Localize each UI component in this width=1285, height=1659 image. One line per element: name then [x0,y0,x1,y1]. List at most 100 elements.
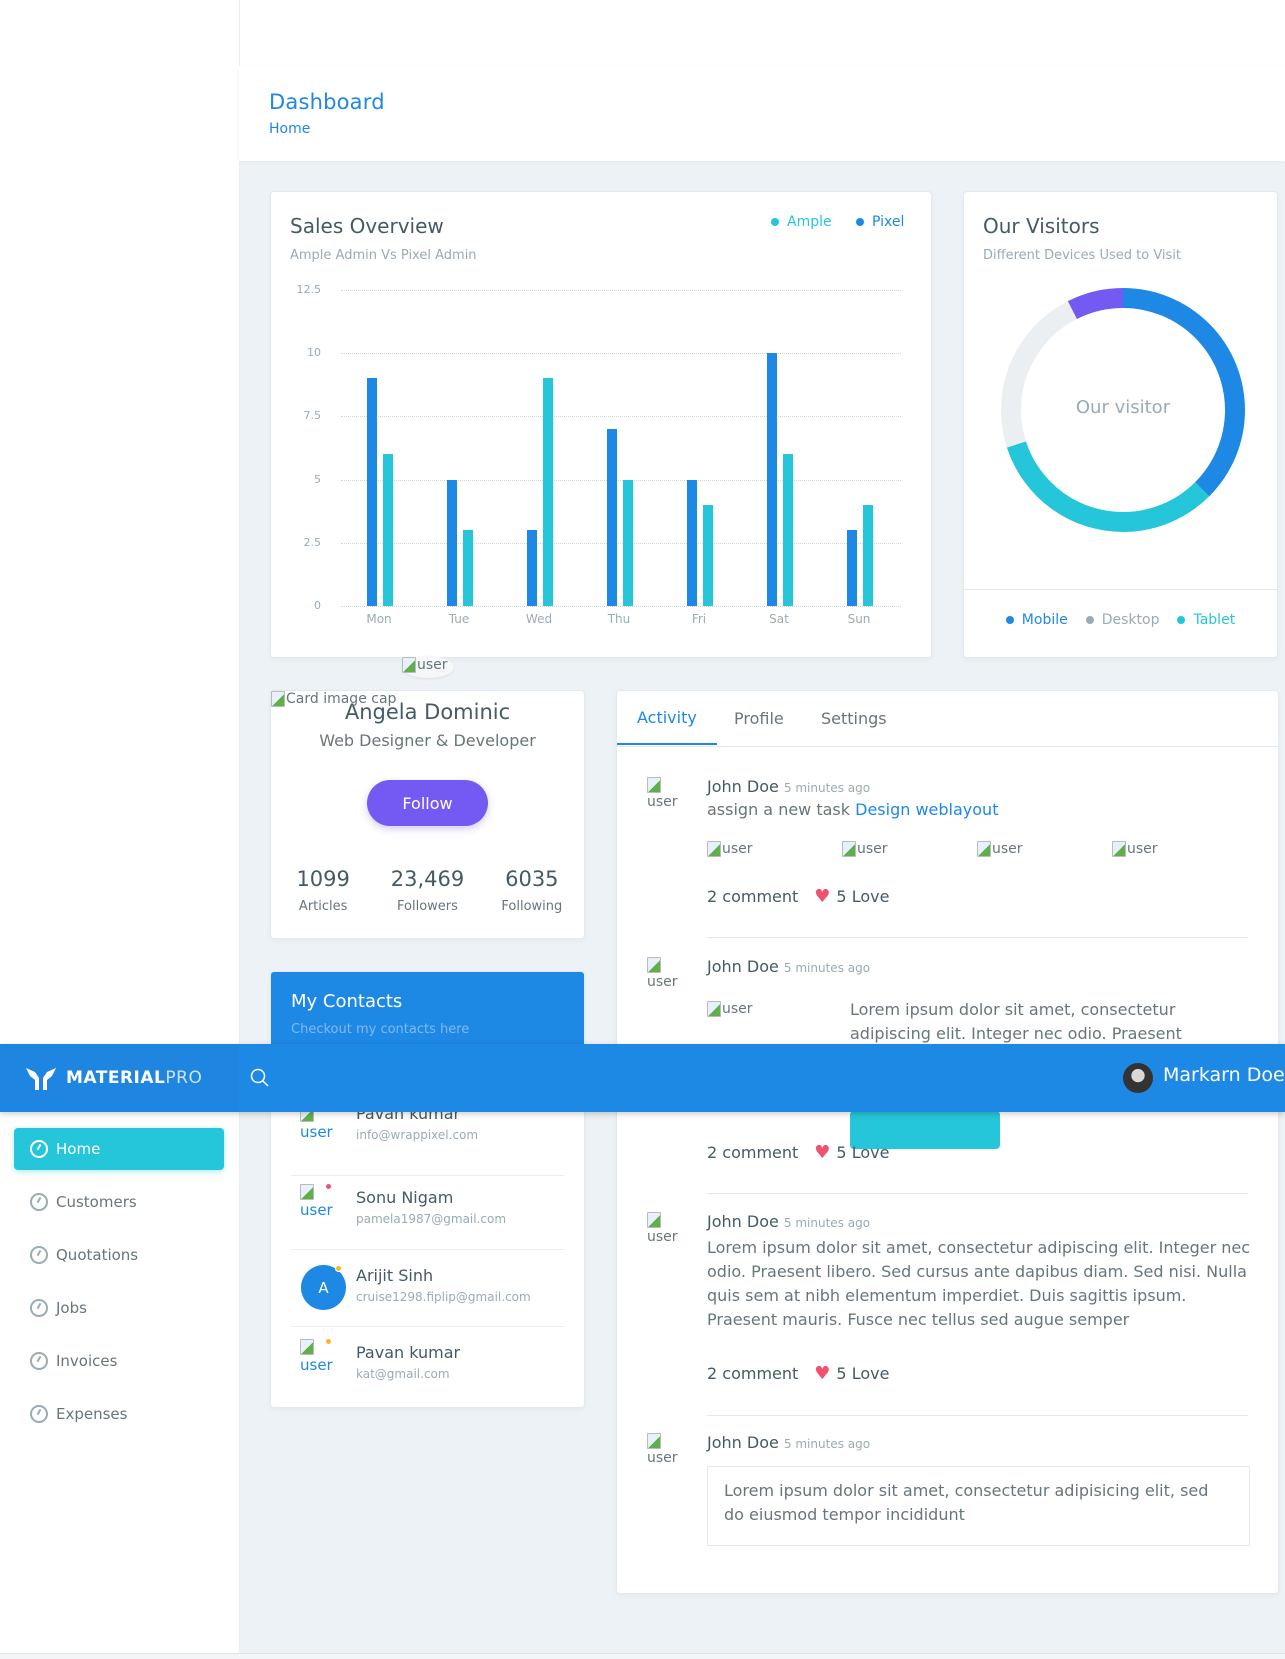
contact-avatar: user [300,1184,333,1219]
legend-ample: Ample [771,214,832,230]
activity-actions: 2 comment ♥ 5 Love [707,1142,889,1163]
stat-followers: 23,469 Followers [390,867,465,914]
tab-profile[interactable]: Profile [734,708,784,728]
bar-ample[interactable] [783,454,793,606]
bar-pixel[interactable] [367,378,377,606]
activity-user-name[interactable]: John Doe [707,1433,779,1452]
love-link[interactable]: 5 Love [836,887,890,906]
contact-avatar: user [300,1339,333,1374]
bar-ample[interactable] [703,504,713,606]
search-icon[interactable] [250,1068,270,1088]
legend-dot-icon [856,218,864,226]
contact-initial-avatar: A [301,1265,346,1310]
bar-pixel[interactable] [607,429,617,606]
activity-user-name[interactable]: John Doe [707,957,779,976]
legend-label: Pixel [872,214,905,230]
comment-link[interactable]: 2 comment [707,887,799,906]
bar-ample[interactable] [863,504,873,606]
contact-item[interactable]: user Pavan kumar kat@gmail.com [291,1327,564,1401]
donut-slice-other[interactable] [1001,288,1245,532]
heart-icon[interactable]: ♥ [814,1142,831,1163]
brand-logo[interactable]: MATERIALPRO [0,1044,239,1112]
bar-pixel[interactable] [847,530,857,606]
activity-time: 5 minutes ago [783,961,871,975]
donut-slice-tablet[interactable] [1001,288,1245,532]
sidebar-item-expenses[interactable]: Expenses [14,1393,224,1435]
activity-image[interactable]: user [1112,841,1247,857]
sidebar-item-quotations[interactable]: Quotations [14,1234,224,1276]
sidebar-item-label: Customers [56,1193,137,1211]
comment-link[interactable]: 2 comment [707,1364,799,1383]
love-link[interactable]: 5 Love [836,1364,890,1383]
legend-desktop: Desktop [1085,612,1159,628]
contact-name: Sonu Nigam [356,1188,454,1207]
heart-icon[interactable]: ♥ [814,1363,831,1384]
donut-center-label: Our visitor [1075,397,1171,418]
contacts-card: My Contacts Checkout my contacts here us… [270,971,585,1408]
task-link[interactable]: Design weblayout [855,800,999,819]
sidebar-item-invoices[interactable]: Invoices [14,1340,224,1382]
contact-email: info@wrappixel.com [356,1128,479,1142]
contact-item[interactable]: A Arijit Sinh cruise1298.fiplip@gmail.co… [291,1250,564,1327]
y-tick-label: 7.5 [303,409,322,423]
profile-stats: 1099 Articles 23,469 Followers 6035 Followi… [271,867,584,914]
stat-following: 6035 Following [501,867,563,914]
activity-image[interactable]: user [842,841,977,857]
sidebar-item-jobs[interactable]: Jobs [14,1287,224,1329]
contact-item[interactable]: user Sonu Nigam pamela1987@gmail.com [291,1176,564,1250]
brand-name: MATERIALPRO [66,1068,203,1088]
activity-image[interactable]: user [707,841,842,857]
sidebar-item-customers[interactable]: Customers [14,1181,224,1223]
x-tick-label: Mon [366,612,392,626]
tab-activity[interactable]: Activity [617,691,717,745]
heart-icon[interactable]: ♥ [814,886,831,907]
activity-card: Activity Profile Settings user John Doe … [616,690,1279,1594]
activity-header: John Doe 5 minutes ago [707,1433,870,1452]
bar-ample[interactable] [463,530,473,606]
user-name[interactable]: Markarn Doe [1163,1064,1285,1086]
bar-pixel[interactable] [527,530,537,606]
x-axis: Mon Tue Wed Thu Fri Sat Sun [341,612,901,632]
gridline [341,479,901,481]
activity-image[interactable]: user [977,841,1112,857]
gridline [341,290,901,291]
gauge-icon [30,1193,48,1211]
activity-user-name[interactable]: John Doe [707,777,779,796]
materialpro-logo-icon [26,1068,56,1090]
sidebar-item-label: Invoices [56,1352,118,1370]
activity-user-name[interactable]: John Doe [707,1212,779,1231]
tab-bar: Activity Profile Settings [617,691,1278,747]
bar-ample[interactable] [383,454,393,606]
activity-time: 5 minutes ago [783,1216,871,1230]
y-tick-label: 5 [314,472,321,486]
bar-chart-plot [341,290,901,607]
bar-pixel[interactable] [687,479,697,606]
visitors-legend: Mobile Desktop Tablet [964,612,1277,628]
bar-pixel[interactable] [447,479,457,606]
activity-image[interactable]: user [707,1001,753,1017]
bar-pixel[interactable] [767,353,777,606]
contact-name: Arijit Sinh [356,1266,434,1285]
activity-avatar: user [647,1433,678,1466]
donut-slice-desktop[interactable] [1001,288,1245,532]
love-link[interactable]: 5 Love [836,1143,890,1162]
divider [707,937,1248,938]
comment-link[interactable]: 2 comment [707,1143,799,1162]
legend-dot-icon [771,218,779,226]
divider [707,1415,1248,1416]
gridline [341,416,901,418]
sidebar-item-home[interactable]: Home [14,1128,224,1170]
profile-role: Web Designer & Developer [319,731,536,750]
tab-settings[interactable]: Settings [821,708,887,728]
bar-ample[interactable] [543,378,553,606]
profile-name: Angela Dominic [344,700,511,724]
breadcrumb-home[interactable]: Home [269,121,311,137]
contact-item[interactable]: user Pavan kumar info@wrappixel.com [291,1102,564,1176]
bar-ample[interactable] [623,479,633,606]
activity-button[interactable] [850,1111,1000,1149]
contact-email: pamela1987@gmail.com [356,1212,507,1226]
legend-dot-icon [1085,616,1094,624]
x-tick-label: Wed [525,612,553,626]
user-avatar[interactable] [1123,1063,1153,1093]
follow-button[interactable]: Follow [367,780,488,826]
